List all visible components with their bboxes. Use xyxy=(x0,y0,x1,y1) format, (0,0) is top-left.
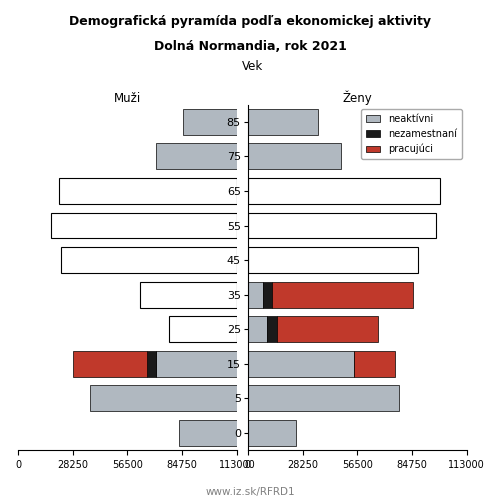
Text: Dolná Normandia, rok 2021: Dolná Normandia, rok 2021 xyxy=(154,40,346,53)
Text: Demografická pyramída podľa ekonomickej aktivity: Demografická pyramída podľa ekonomickej … xyxy=(69,15,431,28)
Bar xyxy=(248,386,399,411)
Bar xyxy=(248,212,436,238)
Bar xyxy=(248,109,318,135)
Bar xyxy=(248,247,418,273)
Bar xyxy=(248,351,354,377)
Text: www.iz.sk/RFRD1: www.iz.sk/RFRD1 xyxy=(205,487,295,497)
Bar xyxy=(354,351,395,377)
Bar xyxy=(73,351,147,377)
Bar xyxy=(179,420,237,446)
Bar xyxy=(169,316,237,342)
Bar xyxy=(182,109,237,135)
Bar xyxy=(156,144,237,170)
Title: Muži: Muži xyxy=(114,92,141,104)
Legend: neaktívni, nezamestnaní, pracujúci: neaktívni, nezamestnaní, pracujúci xyxy=(360,110,462,160)
Bar xyxy=(248,420,296,446)
Bar xyxy=(264,282,272,308)
Bar xyxy=(248,282,264,308)
Bar xyxy=(267,316,277,342)
Bar xyxy=(147,351,156,377)
Bar xyxy=(272,282,414,308)
Bar xyxy=(248,144,341,170)
Bar xyxy=(277,316,378,342)
Bar xyxy=(51,212,237,238)
Bar xyxy=(60,247,237,273)
Title: Ženy: Ženy xyxy=(342,90,372,104)
Text: Vek: Vek xyxy=(242,60,263,72)
Bar xyxy=(58,178,237,204)
Bar xyxy=(248,178,440,204)
Bar xyxy=(156,351,237,377)
Bar xyxy=(248,316,267,342)
Bar xyxy=(140,282,237,308)
Bar xyxy=(90,386,237,411)
